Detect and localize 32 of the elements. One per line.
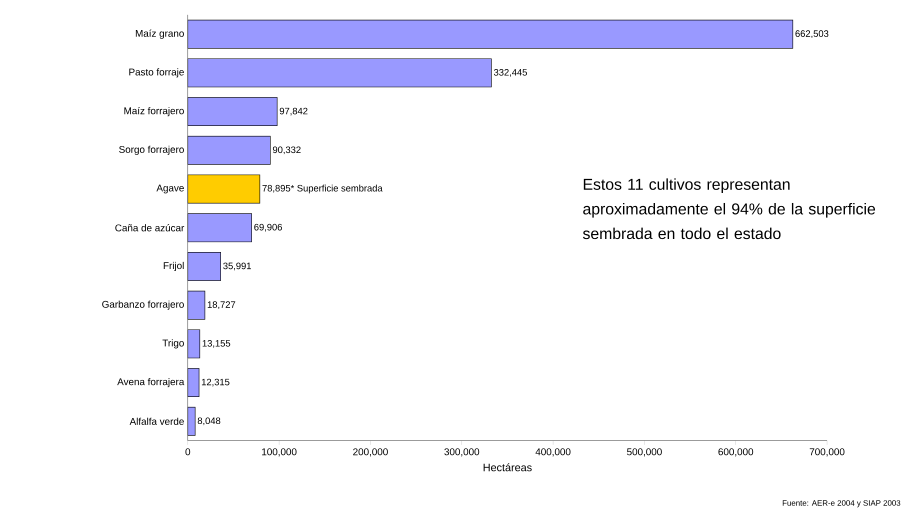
y-tick-label: Maíz forrajero: [124, 107, 184, 116]
x-tick-label: 400,000: [536, 448, 571, 457]
data-label: 12,315: [202, 378, 230, 387]
x-tick-label: 0: [185, 448, 190, 456]
y-tick-label: Trigo: [162, 339, 184, 349]
x-tick-label: 500,000: [627, 448, 662, 457]
y-tick-label: Frijol: [164, 262, 184, 272]
data-label: 18,727: [208, 301, 236, 310]
annotation: Estos 11 cultivos representan aproximadamente el 94% de la superficie sembrada en todo el estado: [582, 178, 876, 240]
data-label: 97,842: [280, 108, 308, 116]
y-tick-label: Caña de azúcar: [115, 224, 184, 232]
data-label: 13,155: [202, 340, 230, 348]
y-tick-label: Avena forrajera: [117, 378, 184, 388]
data-label: 78,895* Superficie sembrada: [262, 184, 383, 194]
x-tick-label: 700,000: [810, 448, 844, 457]
x-tick-label: 300,000: [444, 448, 480, 457]
y-tick-label: Sorgo forrajero: [119, 146, 184, 155]
y-tick-label: Alfalfa verde: [130, 418, 184, 426]
data-label: 332,445: [494, 69, 527, 77]
x-tick-label: 200,000: [353, 448, 388, 457]
data-label: 35,991: [223, 262, 251, 270]
y-tick-label: Garbanzo forrajero: [102, 300, 184, 310]
data-label: 69,906: [254, 224, 282, 232]
data-label: 90,332: [272, 146, 301, 154]
data-label: 662,503: [795, 30, 828, 38]
x-tick-label: 600,000: [718, 448, 754, 457]
y-tick-label: Maíz grano: [136, 30, 184, 39]
y-tick-label: Pasto forraje: [129, 68, 184, 78]
y-tick-label: Agave: [156, 184, 184, 194]
x-tick-label: 100,000: [262, 448, 297, 457]
x-axis-title: Hectáreas: [484, 463, 532, 472]
data-label: 8,048: [198, 418, 220, 426]
